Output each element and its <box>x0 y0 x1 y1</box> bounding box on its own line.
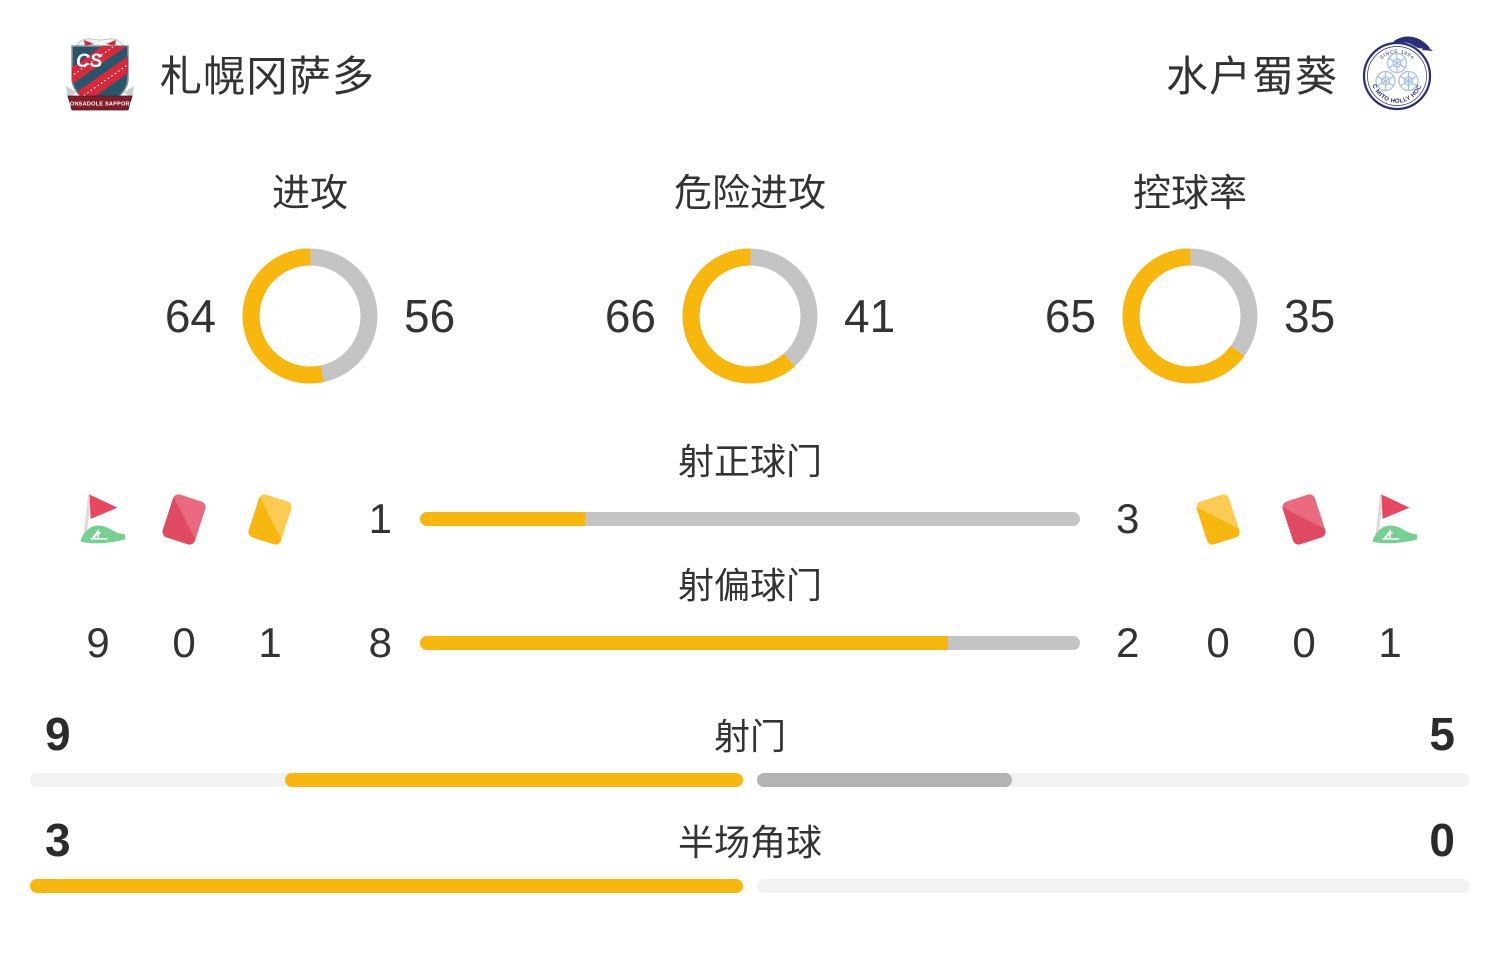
svg-text:SINCE 1994: SINCE 1994 <box>1379 49 1415 61</box>
donut-chart <box>682 248 818 384</box>
match-header: CS CONSADOLE SAPPORO 札幌冈萨多 水户蜀葵 <box>62 30 1436 116</box>
home-yellow-cards-count: 1 <box>258 619 282 666</box>
stat-title-halftime-corners: 半场角球 <box>677 822 822 863</box>
home-team-logo: CS CONSADOLE SAPPORO <box>66 38 135 111</box>
away-logo-top-text: SINCE 1994 <box>1379 49 1415 61</box>
mid-stats-section: 射正球门 1 3 <box>0 436 1500 674</box>
home-logo-monogram: CS <box>76 51 103 72</box>
donut-chart <box>1122 248 1258 384</box>
stat-dangerous-attacks: 危险进攻 66 41 <box>530 166 970 386</box>
shots-on-target-row: 1 3 <box>0 488 1500 550</box>
away-team[interactable]: 水户蜀葵 <box>1166 34 1436 112</box>
away-events-icons <box>1175 490 1433 549</box>
halftime-corners-bar <box>30 879 1470 893</box>
stat-possession: 控球率 65 35 <box>970 166 1410 386</box>
stat-title: 进攻 <box>271 173 348 215</box>
home-value: 3 <box>45 814 71 866</box>
shots-off-target-row: 9 0 1 8 2 0 0 1 <box>0 612 1500 674</box>
shots-bar <box>30 773 1470 787</box>
home-value: 66 <box>604 290 656 342</box>
home-events-icons <box>55 490 313 549</box>
stat-title-shots-on-target: 射正球门 <box>677 441 822 482</box>
stat-title-shots-off-target: 射偏球门 <box>677 565 822 606</box>
donut-stats-section: 进攻 64 56 危险进攻 66 41 控球率 <box>90 166 1410 386</box>
home-team[interactable]: CS CONSADOLE SAPPORO 札幌冈萨多 <box>62 32 375 114</box>
away-red-cards-count: 0 <box>1292 619 1316 666</box>
home-logo-banner-text: CONSADOLE SAPPORO <box>66 102 135 108</box>
home-red-cards-count: 0 <box>172 619 196 666</box>
home-value: 9 <box>45 708 71 760</box>
shots-off-target-bar <box>420 636 1080 650</box>
red-card-icon <box>160 492 208 546</box>
away-value: 56 <box>404 290 456 342</box>
away-team-name: 水户蜀葵 <box>1165 52 1338 100</box>
home-value: 8 <box>368 619 392 666</box>
away-value: 35 <box>1284 290 1336 342</box>
shots-on-target-bar <box>420 512 1080 526</box>
away-value: 2 <box>1116 619 1140 666</box>
stat-title-shots: 射门 <box>713 716 786 757</box>
home-team-name: 札幌冈萨多 <box>160 52 376 100</box>
corner-flag-icon <box>1362 490 1418 549</box>
away-corners-count: 1 <box>1378 619 1402 666</box>
stat-row-halftime-corners: 3 半场角球 0 <box>30 804 1470 893</box>
yellow-card-icon <box>1194 492 1242 546</box>
away-value: 41 <box>844 290 896 342</box>
red-card-icon <box>1280 492 1328 546</box>
yellow-card-icon <box>246 492 294 546</box>
stat-title: 危险进攻 <box>673 173 826 215</box>
home-corners-count: 9 <box>86 619 110 666</box>
stat-attacks: 进攻 64 56 <box>90 166 530 386</box>
donut-chart <box>242 248 378 384</box>
away-value: 3 <box>1116 495 1140 542</box>
home-events-counts: 9 0 1 <box>55 619 313 667</box>
away-team-logo: SINCE 1994 FC MITO HOLLY HOCK <box>1360 34 1433 111</box>
home-value: 64 <box>164 290 216 342</box>
away-yellow-cards-count: 0 <box>1206 619 1230 666</box>
home-value: 65 <box>1044 290 1096 342</box>
stat-row-shots: 9 射门 5 <box>30 698 1470 787</box>
home-value: 1 <box>368 495 392 542</box>
away-value: 0 <box>1429 814 1455 866</box>
away-events-counts: 0 0 1 <box>1175 619 1433 667</box>
stat-title: 控球率 <box>1132 173 1247 215</box>
corner-flag-icon <box>70 490 126 549</box>
away-value: 5 <box>1429 708 1455 760</box>
